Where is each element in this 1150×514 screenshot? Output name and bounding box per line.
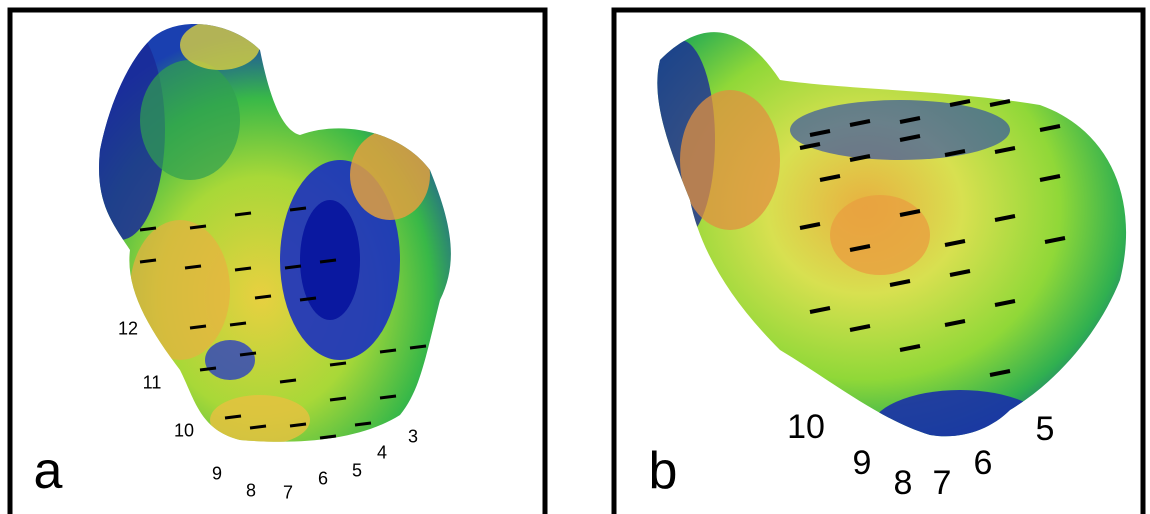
dash: [320, 436, 336, 438]
dash: [230, 323, 246, 325]
segment-number: 10: [174, 420, 194, 440]
dash: [190, 226, 206, 228]
dash: [285, 266, 301, 268]
dash: [240, 353, 256, 355]
page: a1211109876543b1098765 (() => { const da…: [0, 0, 1150, 514]
dash: [330, 363, 346, 365]
segment-number: 6: [974, 444, 993, 482]
segment-number: 7: [283, 482, 293, 502]
segment-number: 12: [118, 318, 138, 338]
dash: [290, 424, 306, 426]
figure: a1211109876543b1098765: [0, 0, 1150, 514]
dash: [330, 398, 346, 400]
segment-number: 7: [933, 464, 952, 502]
segment-number: 11: [143, 372, 162, 392]
dash: [380, 350, 396, 352]
dash: [290, 208, 306, 210]
segment-number: 10: [787, 408, 825, 446]
segment-number: 9: [853, 444, 872, 482]
dash: [300, 298, 316, 300]
surface-map: [75, 10, 470, 450]
dash: [235, 213, 251, 215]
dash: [355, 423, 371, 425]
segment-number: 9: [212, 463, 222, 483]
dash: [380, 396, 396, 398]
segment-number: 8: [246, 480, 256, 500]
segment-number: 4: [377, 442, 387, 462]
dash: [235, 268, 251, 270]
dash: [185, 266, 201, 268]
segment-number: 5: [352, 460, 362, 480]
dash: [255, 296, 271, 298]
segment-number: 5: [1036, 410, 1055, 448]
dash: [320, 260, 336, 262]
dash: [190, 326, 206, 328]
dash: [200, 368, 216, 370]
segment-number: 6: [318, 468, 328, 488]
segment-number: 8: [894, 464, 913, 502]
dash: [410, 346, 426, 348]
dash: [250, 426, 266, 428]
dash: [140, 228, 156, 230]
segment-number: 3: [408, 426, 418, 446]
panel-label: b: [649, 442, 678, 500]
panel-label: a: [34, 442, 63, 500]
dash: [280, 380, 296, 382]
dash: [140, 260, 156, 262]
dash: [225, 416, 241, 418]
